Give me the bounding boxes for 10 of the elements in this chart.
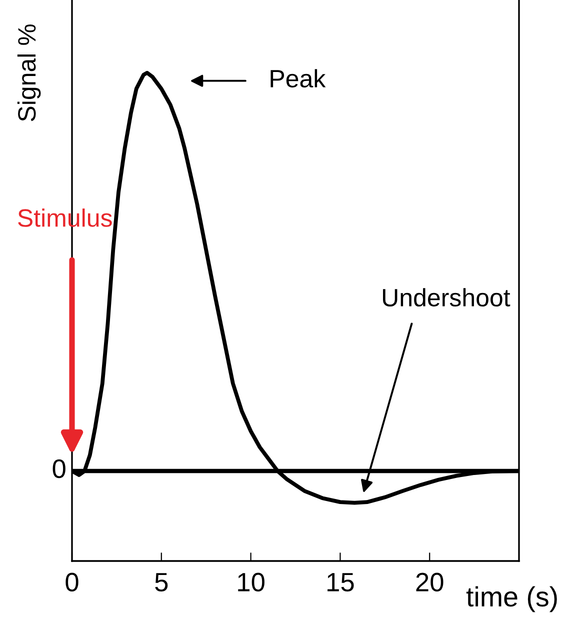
annotation: 0 bbox=[52, 459, 66, 478]
x-tick-label: 10 bbox=[238, 572, 264, 592]
x-axis-title: time (s) bbox=[466, 586, 557, 612]
annotation: Undershoot bbox=[383, 288, 510, 307]
x-tick-label: 15 bbox=[328, 573, 354, 592]
x-tick-label: 0 bbox=[66, 572, 78, 592]
annotation: Peak bbox=[270, 69, 326, 88]
x-tick-label: 5 bbox=[155, 573, 168, 592]
y-axis-title: Signal % bbox=[17, 24, 41, 122]
x-tick-label: 20 bbox=[416, 572, 444, 592]
